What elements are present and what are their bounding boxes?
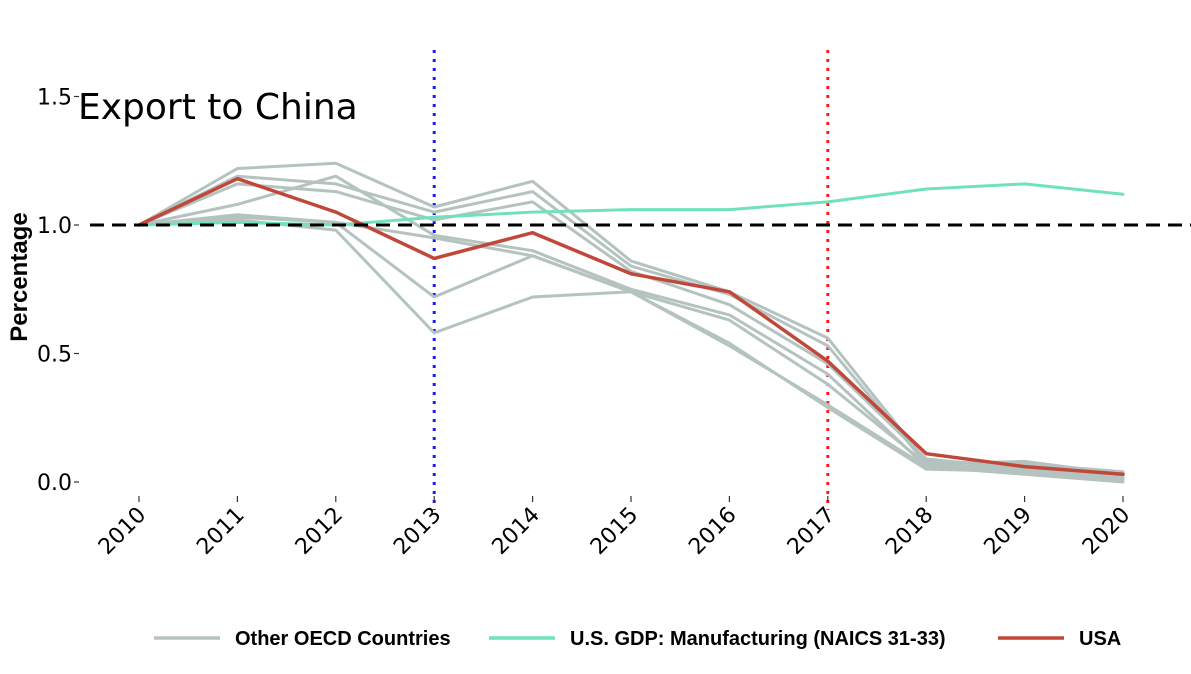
series-line-other-oecd-countries-4 (137, 215, 1125, 481)
x-tick-label: 2019 (980, 503, 1037, 560)
x-tick-label: 2017 (783, 503, 840, 560)
x-tick-label: 2020 (1078, 503, 1135, 560)
x-tick-label: 2013 (389, 503, 446, 560)
y-tick-label: 0.5 (37, 343, 72, 368)
x-axis: 2010 2011 2012 2013 2014 2015 2016 2017 2018 2019… (94, 496, 1135, 560)
legend: Other OECD Countries U.S. GDP: Manufactur… (154, 628, 1121, 650)
y-axis-title: Percentage (6, 212, 33, 341)
y-tick-label: 0.0 (37, 471, 72, 496)
legend-label: U.S. GDP: Manufacturing (NAICS 31-33) (570, 628, 946, 650)
series-line-other-oecd-countries-6 (137, 218, 1125, 481)
series-line-u-s-gdp-manufacturing-naics-31-33--7 (137, 182, 1125, 227)
x-tick-label: 2014 (488, 503, 545, 560)
chart-title: Export to China (78, 87, 358, 128)
x-tick-label: 2012 (291, 503, 348, 560)
series-lines (90, 161, 1191, 484)
legend-label: USA (1079, 628, 1121, 650)
series-line-usa-8 (137, 176, 1125, 477)
x-tick-label: 2016 (684, 503, 741, 560)
x-tick-label: 2018 (881, 503, 938, 560)
x-tick-label: 2015 (586, 503, 643, 560)
series-line-other-oecd-countries-5 (137, 213, 1125, 484)
series-line-other-oecd-countries-2 (137, 182, 1125, 479)
y-tick-label: 1.5 (37, 86, 72, 111)
y-axis: 0.0 0.5 1.0 1.5 (37, 86, 79, 496)
x-tick-label: 2011 (192, 503, 249, 560)
legend-label: Other OECD Countries (235, 628, 451, 650)
x-tick-label: 2010 (94, 503, 151, 560)
y-tick-label: 1.0 (37, 214, 72, 239)
